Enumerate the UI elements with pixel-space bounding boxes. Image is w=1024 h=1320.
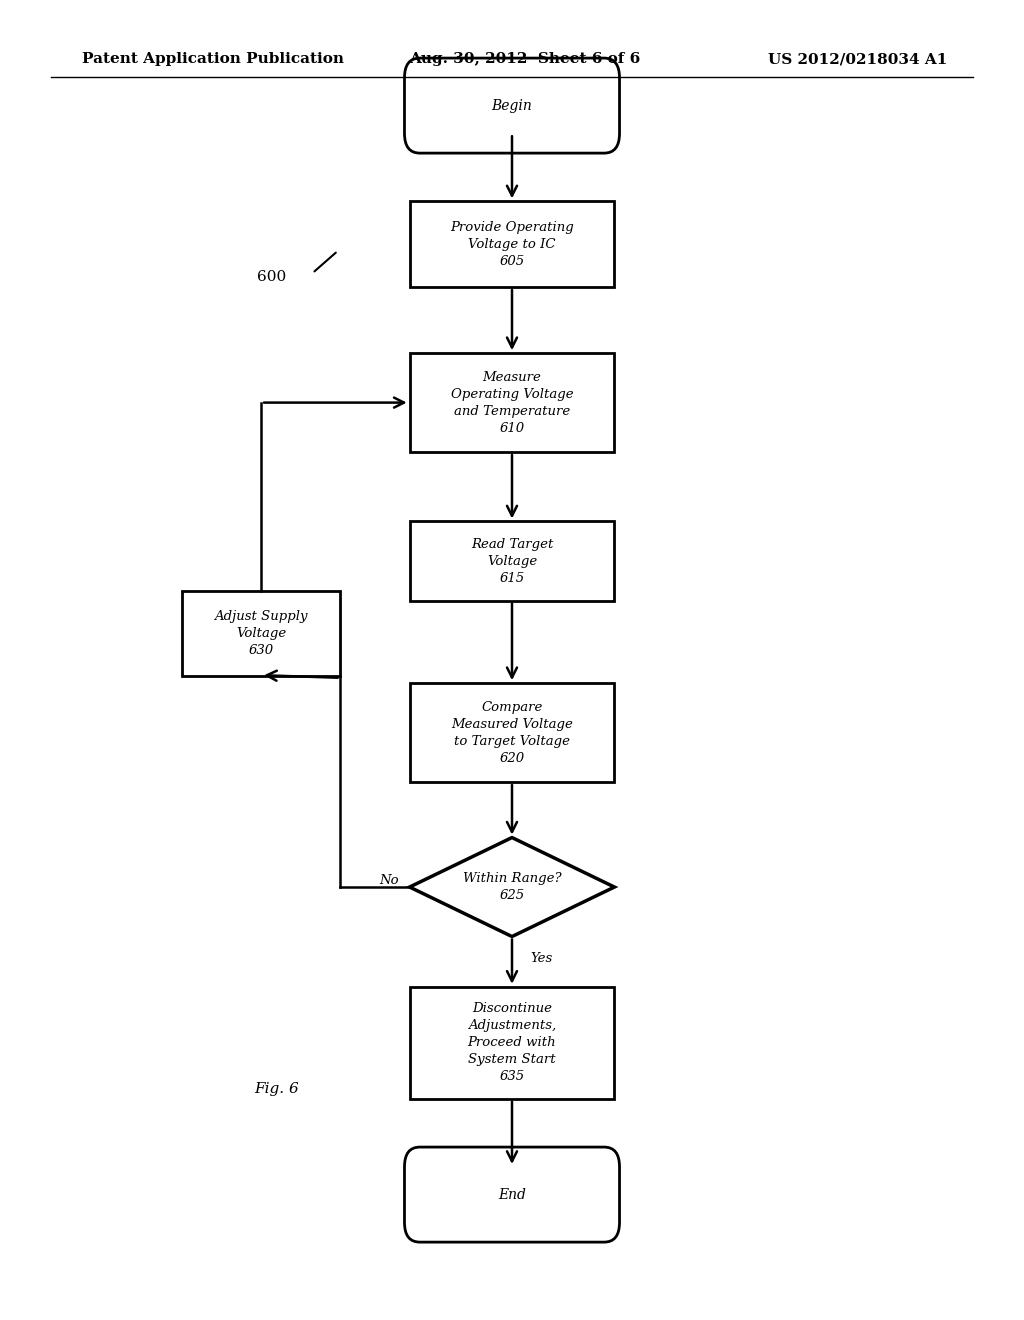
Text: Yes: Yes	[530, 953, 553, 965]
Text: Begin: Begin	[492, 99, 532, 112]
Text: Provide Operating
Voltage to IC
605: Provide Operating Voltage to IC 605	[451, 220, 573, 268]
Text: Aug. 30, 2012  Sheet 6 of 6: Aug. 30, 2012 Sheet 6 of 6	[410, 53, 641, 66]
Text: US 2012/0218034 A1: US 2012/0218034 A1	[768, 53, 947, 66]
Text: Adjust Supply
Voltage
630: Adjust Supply Voltage 630	[214, 610, 308, 657]
Text: End: End	[498, 1188, 526, 1201]
Bar	[410, 202, 614, 288]
Text: Fig. 6: Fig. 6	[254, 1082, 299, 1096]
FancyBboxPatch shape	[404, 1147, 620, 1242]
Bar	[410, 354, 614, 451]
Text: Discontinue
Adjustments,
Proceed with
System Start
635: Discontinue Adjustments, Proceed with Sy…	[468, 1002, 556, 1084]
Text: No: No	[380, 874, 399, 887]
Text: Within Range?
625: Within Range? 625	[463, 873, 561, 902]
Bar	[410, 987, 614, 1098]
Text: Compare
Measured Voltage
to Target Voltage
620: Compare Measured Voltage to Target Volta…	[451, 701, 573, 764]
Polygon shape	[410, 838, 614, 937]
Bar	[410, 682, 614, 781]
Bar	[182, 590, 340, 676]
FancyBboxPatch shape	[404, 58, 620, 153]
Text: Measure
Operating Voltage
and Temperature
610: Measure Operating Voltage and Temperatur…	[451, 371, 573, 434]
Text: Read Target
Voltage
615: Read Target Voltage 615	[471, 537, 553, 585]
Bar	[410, 521, 614, 601]
Text: 600: 600	[257, 271, 287, 284]
Text: Patent Application Publication: Patent Application Publication	[82, 53, 344, 66]
